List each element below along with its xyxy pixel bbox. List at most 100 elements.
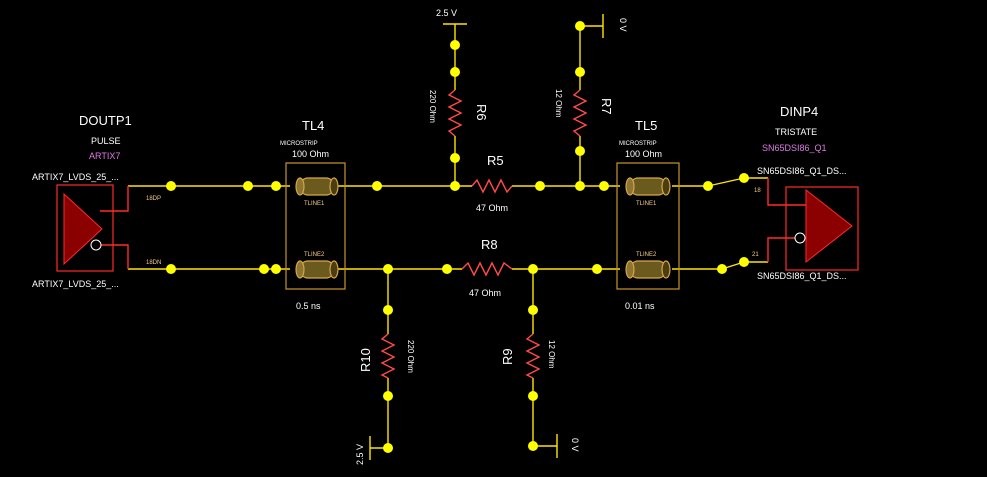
node[interactable] — [259, 264, 269, 274]
node[interactable] — [450, 67, 460, 77]
tl4-pin1: TLINE1 — [304, 201, 325, 207]
node[interactable] — [575, 146, 585, 156]
supply-r10: 2.5 V — [355, 436, 388, 465]
resistor-r7[interactable]: R7 12 Ohm — [554, 89, 614, 137]
resistor-r9[interactable]: R9 12 Ohm — [500, 333, 556, 379]
tl5-type: MICROSTRIP — [619, 141, 657, 147]
r8-value: 47 Ohm — [469, 288, 501, 298]
node[interactable] — [592, 264, 602, 274]
tl4-pin2: TLINE2 — [304, 252, 325, 258]
node[interactable] — [442, 264, 452, 274]
node[interactable] — [372, 181, 382, 191]
node[interactable] — [450, 153, 460, 163]
node[interactable] — [703, 181, 713, 191]
supply-r10-label: 2.5 V — [355, 444, 365, 465]
tl5-ref: TL5 — [635, 118, 657, 133]
dinp4-pin-top: 18 — [754, 188, 761, 194]
doutp1-net-bottom: ARTIX7_LVDS_25_... — [32, 279, 119, 289]
node[interactable] — [739, 173, 749, 183]
node[interactable] — [575, 67, 585, 77]
tl4-ref: TL4 — [302, 118, 324, 133]
supply-r7: 0 V — [580, 14, 628, 38]
resistor-r8[interactable]: R8 47 Ohm — [461, 237, 513, 298]
resistor-zigzag-icon — [447, 89, 463, 137]
dinp4-ref: DINP4 — [780, 104, 818, 119]
r10-value: 220 Ohm — [406, 340, 415, 373]
tl5-line1-icon — [625, 177, 671, 196]
node[interactable] — [243, 181, 253, 191]
receiver-frame — [785, 186, 859, 271]
inverting-bubble-icon — [794, 232, 806, 244]
wire-top-diag[interactable] — [707, 177, 745, 187]
tl5-line2-icon — [625, 260, 671, 279]
dinp4-pin-bottom: 21 — [752, 252, 759, 258]
tline-tl4[interactable]: TL4 MICROSTRIP 100 Ohm TLINE1 TLINE2 0.5… — [280, 118, 346, 311]
node[interactable] — [383, 391, 393, 401]
tl5-pin1: TLINE1 — [636, 201, 657, 207]
driver-n-lead — [101, 244, 129, 269]
node[interactable] — [271, 264, 281, 274]
r5-value: 47 Ohm — [476, 203, 508, 213]
supply-r6: 2.5 V — [436, 8, 467, 25]
node[interactable] — [383, 305, 393, 315]
tl5-pin2: TLINE2 — [636, 252, 657, 258]
node[interactable] — [383, 264, 393, 274]
node[interactable] — [450, 181, 460, 191]
node[interactable] — [450, 40, 460, 50]
resistor-zigzag-icon — [471, 178, 513, 194]
receiver-dinp4[interactable]: DINP4 TRISTATE SN65DSI86_Q1 SN65DSI86_Q1… — [752, 104, 859, 281]
node[interactable] — [739, 257, 749, 267]
r9-value: 12 Ohm — [547, 340, 556, 369]
resistor-zigzag-icon — [461, 261, 513, 277]
tl5-frame — [616, 162, 680, 290]
r7-ref: R7 — [599, 98, 614, 115]
supply-r6-label: 2.5 V — [436, 8, 457, 18]
node[interactable] — [599, 181, 609, 191]
dinp4-model: SN65DSI86_Q1 — [762, 143, 827, 153]
resistor-zigzag-icon — [380, 333, 396, 379]
doutp1-pin-p: 18DP — [146, 196, 161, 202]
receiver-top-lead — [767, 178, 808, 206]
node[interactable] — [166, 181, 176, 191]
tline-tl5[interactable]: TL5 MICROSTRIP 100 Ohm TLINE1 TLINE2 0.0… — [616, 118, 680, 311]
r7-value: 12 Ohm — [554, 89, 563, 118]
dinp4-net-bottom: SN65DSI86_Q1_DS... — [757, 271, 847, 281]
node[interactable] — [166, 264, 176, 274]
node[interactable] — [717, 264, 727, 274]
node[interactable] — [528, 305, 538, 315]
driver-triangle-icon — [63, 192, 103, 266]
dinp4-net-top: SN65DSI86_Q1_DS... — [757, 166, 847, 176]
tl4-delay: 0.5 ns — [296, 301, 321, 311]
tl4-line2-icon — [295, 260, 339, 279]
doutp1-pin-n: 18DN — [146, 260, 161, 266]
resistor-zigzag-icon — [572, 89, 588, 137]
r8-ref: R8 — [481, 237, 498, 252]
resistor-r10[interactable]: R10 220 Ohm — [358, 333, 415, 379]
tl5-impedance: 100 Ohm — [625, 149, 662, 159]
doutp1-ref: DOUTP1 — [79, 113, 132, 128]
tl4-frame — [285, 162, 346, 290]
nodes — [166, 21, 749, 453]
dinp4-type: TRISTATE — [775, 127, 817, 137]
resistor-r6[interactable]: R6 220 Ohm — [428, 89, 489, 137]
node[interactable] — [528, 441, 538, 451]
node[interactable] — [271, 181, 281, 191]
resistor-zigzag-icon — [525, 333, 541, 379]
driver-doutp1[interactable]: DOUTP1 PULSE ARTIX7 ARTIX7_LVDS_25_... A… — [32, 113, 161, 289]
doutp1-model: ARTIX7 — [89, 151, 120, 161]
node[interactable] — [575, 21, 585, 31]
node[interactable] — [528, 264, 538, 274]
resistor-r5[interactable]: R5 47 Ohm — [471, 153, 513, 213]
tl4-type: MICROSTRIP — [280, 141, 318, 147]
driver-p-lead — [100, 186, 129, 212]
doutp1-type: PULSE — [91, 136, 121, 146]
tl4-line1-icon — [295, 177, 339, 196]
node[interactable] — [575, 181, 585, 191]
r6-ref: R6 — [474, 104, 489, 121]
node[interactable] — [383, 443, 393, 453]
supply-r9: 0 V — [533, 434, 580, 458]
r10-ref: R10 — [358, 348, 373, 372]
node[interactable] — [528, 391, 538, 401]
node[interactable] — [535, 181, 545, 191]
